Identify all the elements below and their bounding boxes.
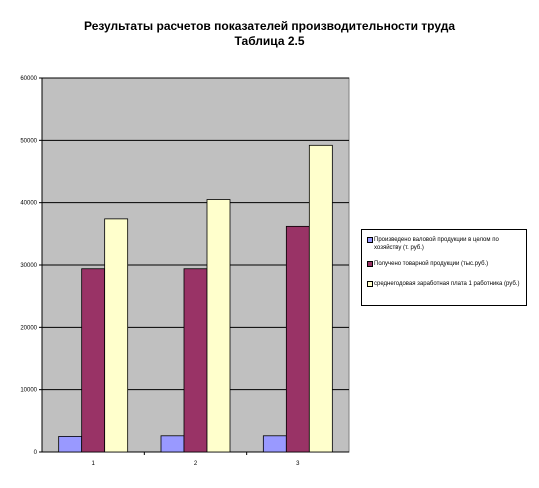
- bar-series-2-cat-1: [81, 268, 106, 453]
- x-tick-label: 1: [91, 461, 95, 467]
- chart-subtitle: Таблица 2.5: [234, 34, 305, 48]
- legend-item: Получено товарной продукции (тыс.руб.): [367, 260, 523, 268]
- y-tick-label: 10000: [20, 388, 37, 394]
- y-tick-label: 20000: [20, 325, 37, 331]
- legend-swatch: [367, 237, 373, 243]
- x-tick-label: 2: [194, 461, 198, 467]
- y-tick-label: 50000: [20, 138, 37, 144]
- bar-series-3-cat-3: [308, 144, 333, 453]
- y-tick-label: 30000: [20, 263, 37, 269]
- chart-legend: Произведено валовой продукции в целом по…: [361, 229, 527, 306]
- bar-series-1-cat-1: [58, 436, 83, 453]
- bar-series-3-cat-2: [206, 199, 231, 453]
- y-tick-label: 40000: [20, 201, 37, 207]
- legend-label: Получено товарной продукции (тыс.руб.): [374, 261, 489, 267]
- y-tick-label: 60000: [20, 76, 37, 82]
- legend-item: среднегодовая заработная плата 1 работни…: [367, 280, 523, 288]
- legend-item: Произведено валовой продукции в целом по…: [367, 236, 523, 252]
- x-tick-label: 3: [296, 461, 300, 467]
- bar-series-2-cat-3: [285, 225, 310, 453]
- legend-swatch: [367, 281, 373, 287]
- legend-label: Произведено валовой продукции в целом по…: [374, 237, 499, 251]
- legend-label: среднегодовая заработная плата 1 работни…: [374, 281, 520, 287]
- chart-title: Результаты расчетов показателей производ…: [84, 19, 455, 33]
- bar-series-1-cat-2: [160, 435, 185, 453]
- legend-swatch: [367, 261, 373, 267]
- bar-series-2-cat-2: [183, 268, 208, 453]
- bar-series-3-cat-1: [104, 218, 129, 453]
- y-tick-label: 0: [34, 450, 38, 456]
- bar-series-1-cat-3: [262, 435, 287, 453]
